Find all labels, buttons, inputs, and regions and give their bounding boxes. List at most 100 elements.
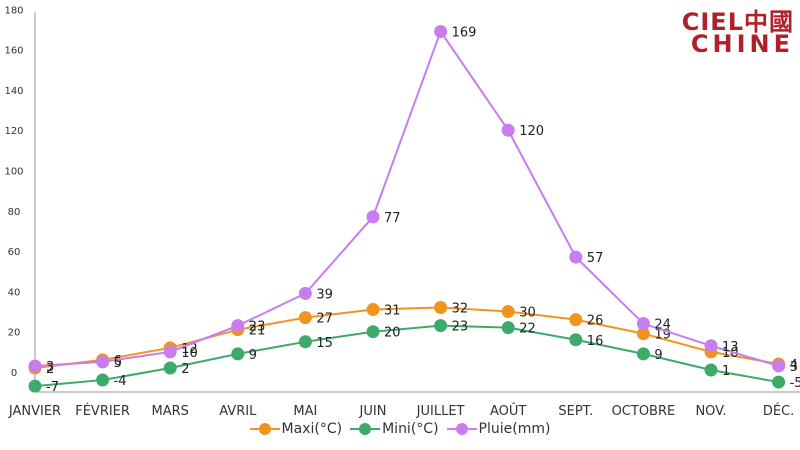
x-category-label: AOÛT	[490, 403, 526, 419]
data-point	[772, 359, 786, 373]
data-label: 27	[316, 312, 333, 327]
data-label: 30	[519, 306, 536, 321]
x-category-label: AVRIL	[219, 404, 257, 419]
series-line	[34, 324, 779, 388]
data-label: 32	[452, 302, 469, 317]
data-point	[704, 363, 718, 377]
y-tick-label: 20	[8, 328, 21, 339]
y-tick-labels: 0 20 40 60 80 100 120 140 160 180	[4, 5, 23, 379]
data-point	[28, 359, 42, 373]
legend-label: Pluie(mm)	[478, 421, 551, 437]
data-label: 120	[519, 124, 544, 139]
legend-label: Maxi(°C)	[281, 421, 343, 437]
data-label: -5	[790, 376, 800, 391]
legend-swatch	[446, 422, 477, 436]
series-line	[34, 306, 779, 369]
data-label: 26	[587, 314, 604, 329]
x-category-label: OCTOBRE	[612, 404, 676, 419]
data-label: 5	[114, 356, 122, 371]
data-label: 21	[249, 324, 266, 339]
data-point	[231, 347, 245, 361]
x-category-label: SEPT.	[558, 404, 593, 419]
data-label: 3	[790, 360, 798, 375]
x-category-label: FÉVRIER	[75, 403, 130, 419]
data-point	[569, 333, 583, 347]
data-point	[163, 361, 177, 375]
data-point	[501, 305, 515, 319]
legend-item: Pluie(mm)	[446, 421, 551, 437]
y-tick-label: 40	[8, 287, 21, 298]
data-label: -4	[114, 374, 127, 389]
x-category-label: NOV.	[695, 404, 726, 419]
ciel-chine-logo: CIEL中國 CHINE	[681, 2, 794, 60]
data-point	[434, 301, 448, 315]
legend-swatch	[249, 422, 280, 436]
data-label: 16	[587, 334, 604, 349]
data-point	[569, 250, 583, 264]
data-point	[163, 345, 177, 359]
y-tick-label: 160	[4, 46, 23, 57]
data-label: 169	[452, 25, 477, 40]
data-point	[636, 317, 650, 331]
data-point	[366, 303, 380, 317]
series-1: -7 -4 2 9 15 20 23 22 16 9 1 -5	[28, 319, 800, 395]
y-tick-label: 0	[11, 368, 17, 379]
data-label: 3	[46, 360, 54, 375]
data-point	[772, 375, 786, 389]
data-label: 39	[316, 287, 333, 302]
data-point	[298, 311, 312, 325]
legend-swatch	[350, 422, 381, 436]
legend-item: Maxi(°C)	[249, 421, 343, 437]
x-category-label: JANVIER	[8, 404, 61, 419]
x-category-label: DÉC.	[763, 403, 794, 419]
data-label: 23	[249, 320, 266, 335]
data-point	[96, 355, 110, 369]
logo-line-2: CHINE	[690, 30, 794, 58]
data-point	[636, 327, 650, 341]
data-label: 1	[722, 364, 730, 379]
data-label: 13	[722, 340, 739, 355]
data-point	[704, 339, 718, 353]
data-point	[434, 24, 448, 38]
data-label: -7	[46, 380, 59, 395]
data-label: 6	[114, 354, 122, 369]
x-category-label: MAI	[293, 404, 317, 419]
y-tick-label: 60	[8, 247, 21, 258]
y-tick-label: 140	[4, 86, 23, 97]
data-label: 23	[452, 320, 469, 335]
legend-item: Mini(°C)	[350, 421, 439, 437]
data-label: 57	[587, 251, 604, 266]
data-point	[501, 123, 515, 137]
y-tick-label: 100	[4, 167, 23, 178]
data-point	[96, 373, 110, 387]
data-point	[231, 319, 245, 333]
x-category-label: JUILLET	[416, 404, 465, 419]
data-label: 9	[249, 348, 257, 363]
data-label: 22	[519, 322, 536, 337]
legend-label: Mini(°C)	[382, 421, 439, 437]
data-label: 20	[384, 326, 401, 341]
data-point	[569, 313, 583, 327]
logo-line-1: CIEL中國	[681, 8, 794, 36]
data-label: 15	[316, 336, 333, 351]
data-label: 10	[181, 346, 198, 361]
series-line	[34, 29, 779, 367]
x-category-label: MARS	[151, 404, 188, 419]
data-label: 2	[46, 362, 54, 377]
data-label: 9	[654, 348, 662, 363]
data-label: 77	[384, 211, 401, 226]
data-point	[434, 319, 448, 333]
x-category-label: JUIN	[359, 404, 387, 419]
data-point	[366, 210, 380, 224]
data-label: 31	[384, 304, 401, 319]
y-tick-label: 120	[4, 126, 23, 137]
x-category-labels: JANVIER FÉVRIER MARS AVRIL MAI JUIN JUILLET AOÛ…	[8, 403, 794, 419]
y-tick-label: 80	[8, 207, 21, 218]
data-point	[501, 321, 515, 335]
y-tick-label: 180	[4, 5, 23, 16]
data-point	[28, 379, 42, 393]
data-point	[636, 347, 650, 361]
